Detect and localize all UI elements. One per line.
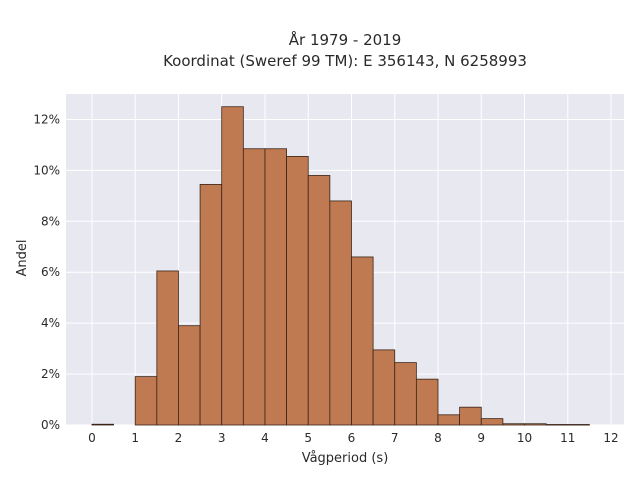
histogram-bar [524,423,547,426]
y-tick-label: 2% [41,367,60,381]
y-tick-label: 10% [33,163,60,177]
histogram-bar [480,418,504,426]
x-tick-label: 10 [517,431,532,445]
histogram-bar [415,378,439,426]
y-axis-ticks: 0% 2% 4% 6% 8% 10% 12% [33,112,60,432]
x-tick-label: 12 [603,431,618,445]
histogram-bar [199,183,223,426]
histogram-bar [567,424,590,426]
histogram-bar [242,148,266,426]
y-tick-label: 6% [41,265,60,279]
histogram-bar [329,200,352,426]
histogram-bar [91,423,114,426]
histogram-bar [221,106,244,426]
x-tick-label: 1 [131,431,139,445]
histogram-bar [394,362,417,426]
x-tick-label: 2 [175,431,183,445]
histogram-bar [545,424,569,426]
x-axis-ticks: 0 1 2 3 4 5 6 7 8 9 10 11 12 [88,431,619,445]
bars [91,106,590,426]
x-tick-label: 5 [304,431,312,445]
histogram-bar [286,155,309,426]
histogram-bar [156,270,179,426]
chart-title: År 1979 - 2019 [289,30,402,49]
x-tick-label: 0 [88,431,96,445]
y-tick-label: 12% [33,112,60,126]
histogram-bar [437,414,461,426]
y-tick-label: 4% [41,316,60,330]
x-axis-label: Vågperiod (s) [302,451,389,466]
histogram-bar [372,349,396,426]
y-tick-label: 0% [41,418,60,432]
x-tick-label: 8 [434,431,442,445]
y-tick-label: 8% [41,214,60,228]
x-tick-label: 3 [218,431,226,445]
histogram-bar [178,325,201,426]
x-tick-label: 7 [391,431,399,445]
histogram-bar [307,175,331,426]
x-tick-label: 4 [261,431,269,445]
histogram-bar [459,406,482,426]
y-axis-label: Andel [15,240,30,277]
x-tick-label: 11 [560,431,575,445]
x-tick-label: 9 [477,431,485,445]
histogram-bar [264,148,288,426]
histogram-bar [502,423,525,426]
chart-subtitle: Koordinat (Sweref 99 TM): E 356143, N 62… [163,52,527,70]
histogram-bar [134,376,158,426]
histogram-bar [351,256,374,426]
x-tick-label: 6 [348,431,356,445]
